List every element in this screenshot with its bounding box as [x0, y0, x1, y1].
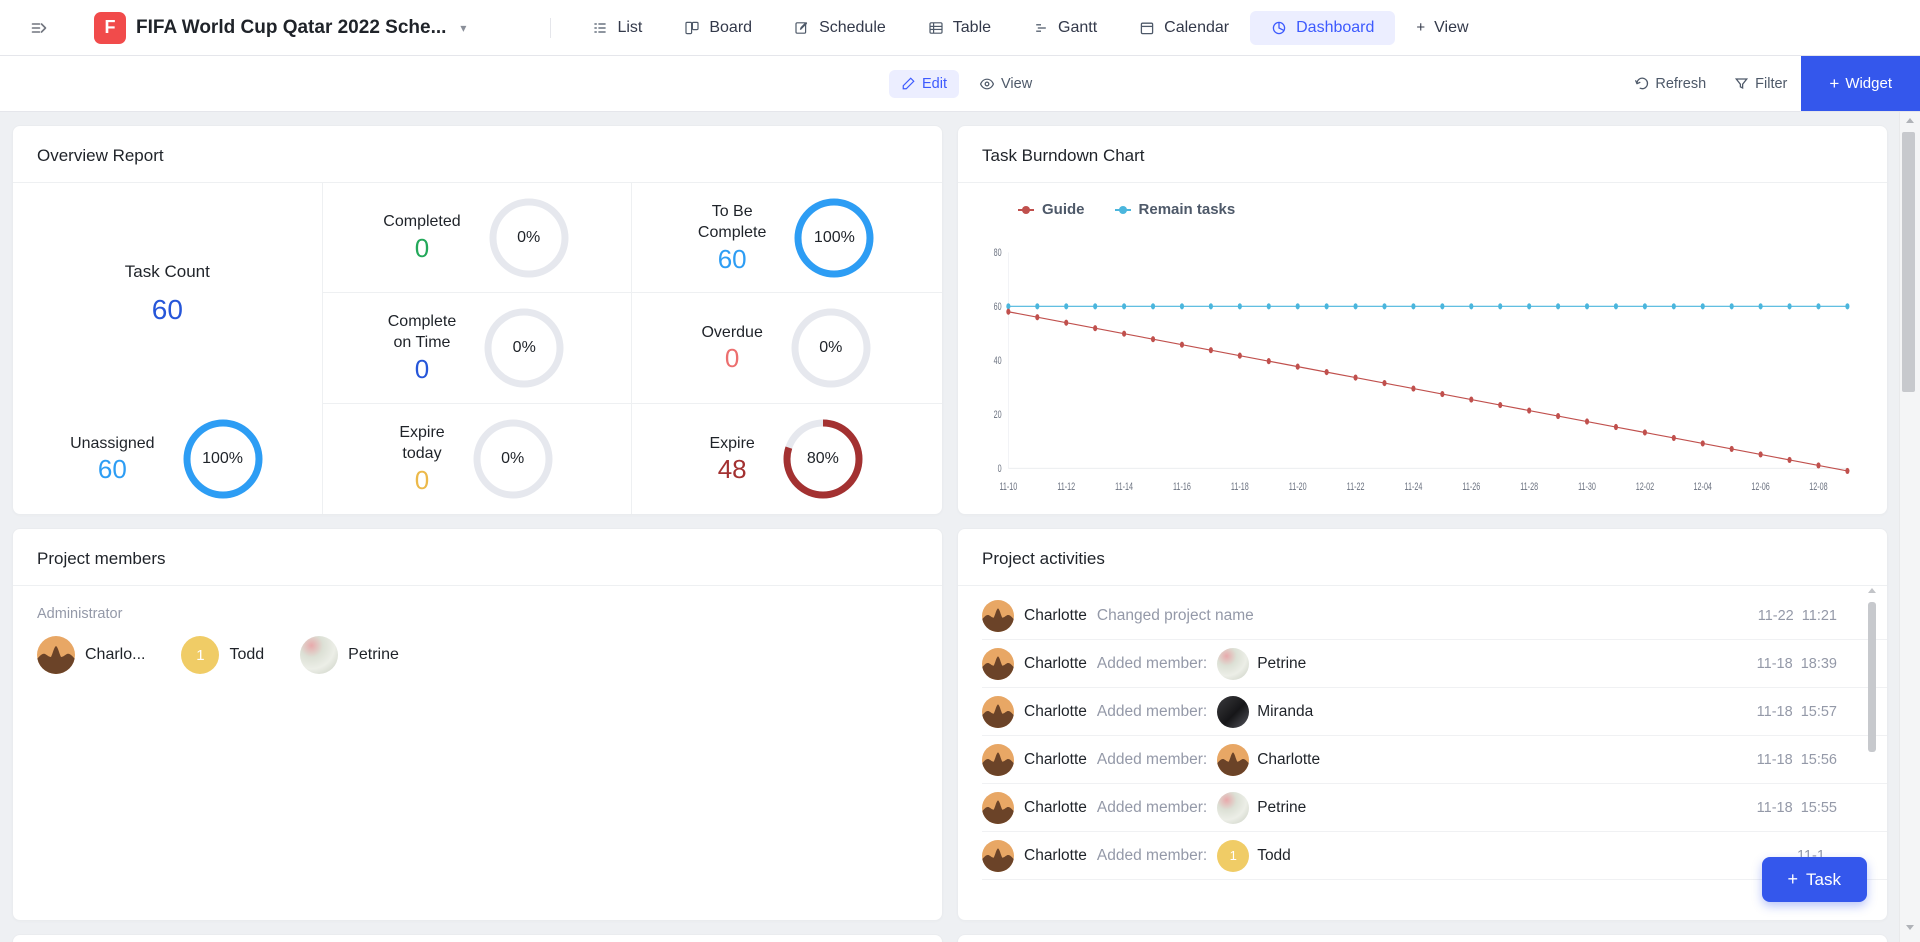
svg-text:11-14: 11-14 [1115, 480, 1133, 492]
svg-text:11-26: 11-26 [1462, 480, 1480, 492]
svg-text:12-04: 12-04 [1694, 480, 1712, 492]
svg-text:12-02: 12-02 [1636, 480, 1654, 492]
svg-text:11-12: 11-12 [1057, 480, 1075, 492]
svg-text:11-24: 11-24 [1405, 480, 1423, 492]
svg-text:11-20: 11-20 [1289, 480, 1307, 492]
svg-text:11-22: 11-22 [1347, 480, 1365, 492]
svg-text:11-28: 11-28 [1520, 480, 1538, 492]
svg-text:0: 0 [998, 462, 1002, 474]
svg-text:12-06: 12-06 [1751, 480, 1769, 492]
svg-text:20: 20 [994, 408, 1002, 420]
svg-text:11-10: 11-10 [999, 480, 1017, 492]
svg-text:60: 60 [994, 301, 1002, 313]
svg-text:12-08: 12-08 [1809, 480, 1827, 492]
svg-text:11-30: 11-30 [1578, 480, 1596, 492]
svg-text:40: 40 [994, 354, 1002, 366]
svg-text:11-18: 11-18 [1231, 480, 1249, 492]
svg-text:11-16: 11-16 [1173, 480, 1191, 492]
svg-text:80: 80 [994, 247, 1002, 259]
